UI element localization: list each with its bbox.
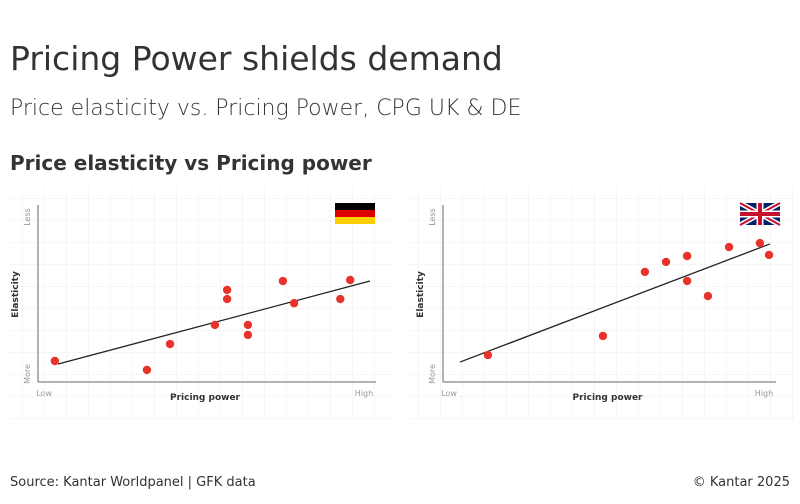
point xyxy=(222,285,232,295)
point xyxy=(682,276,692,286)
copyright: © Kantar 2025 xyxy=(693,475,790,490)
point xyxy=(661,257,671,267)
y-tick-label: More xyxy=(23,364,32,384)
x-axis-label: Pricing power xyxy=(572,393,643,403)
source: Source: Kantar Worldpanel | GFK data xyxy=(10,475,256,490)
flag-de xyxy=(335,203,375,224)
point xyxy=(682,251,692,261)
flag-uk xyxy=(738,200,782,228)
y-axis-label: Elasticity xyxy=(11,271,21,318)
x-tick-label: Low xyxy=(441,389,457,398)
point xyxy=(336,294,345,304)
trend-line xyxy=(459,243,771,363)
y-tick-label: Less xyxy=(428,208,437,226)
section-title: Price elasticity vs Pricing power xyxy=(10,151,372,175)
y-axis-label: Elasticity xyxy=(416,271,426,318)
point xyxy=(243,330,253,340)
point xyxy=(640,267,650,277)
point xyxy=(483,350,493,360)
point xyxy=(289,299,299,308)
point xyxy=(278,276,288,286)
x-tick-label: High xyxy=(355,389,373,398)
panel-background xyxy=(410,188,795,420)
point xyxy=(142,365,152,375)
y-tick-label: More xyxy=(428,364,437,384)
point xyxy=(165,339,175,349)
title: Pricing Power shields demand xyxy=(10,39,503,78)
x-tick-label: High xyxy=(755,389,773,398)
subtitle: Price elasticity vs. Pricing Power, CPG … xyxy=(10,96,521,121)
x-axis-label: Pricing power xyxy=(170,393,241,403)
x-tick-label: Low xyxy=(36,389,52,398)
point xyxy=(755,238,765,248)
point xyxy=(222,294,232,304)
y-tick-label: Less xyxy=(23,208,32,226)
point xyxy=(724,242,734,252)
point xyxy=(703,291,713,301)
point xyxy=(210,320,220,330)
point xyxy=(50,356,60,366)
point xyxy=(346,275,355,285)
point xyxy=(764,250,774,260)
point xyxy=(598,331,608,341)
point xyxy=(243,320,253,330)
